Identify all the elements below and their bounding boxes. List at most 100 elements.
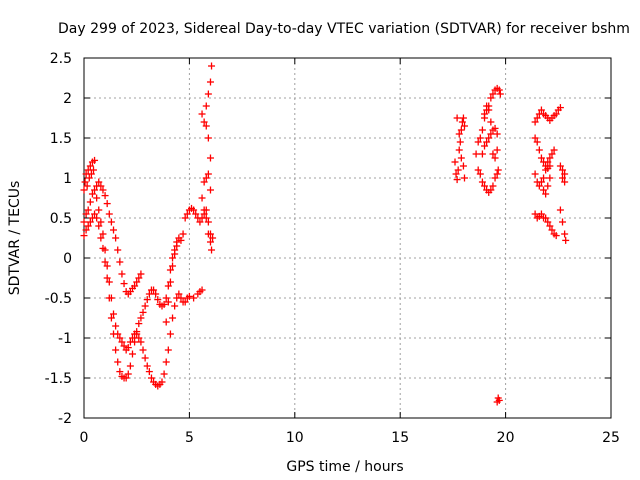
data-point [472,150,480,158]
y-axis-title: SDTVAR / TECUs [7,181,23,296]
data-point [116,334,124,342]
data-point [198,286,206,294]
data-point [82,226,90,234]
data-point [160,300,168,308]
data-point [198,194,206,202]
data-point [141,354,149,362]
data-point [93,194,101,202]
data-point [131,282,139,290]
data-point [476,134,484,142]
data-point [95,222,103,230]
data-point [200,178,208,186]
data-point [206,78,214,86]
data-point [160,370,168,378]
data-point [493,146,501,154]
data-point [491,154,499,162]
data-point [93,214,101,222]
data-point [206,154,214,162]
data-point [88,190,96,198]
data-point [179,230,187,238]
data-point [206,238,214,246]
data-point [91,156,99,164]
data-point [171,302,179,310]
data-point [208,246,216,254]
x-tick-labels: 0 5 10 15 20 25 [80,430,620,446]
data-point [493,130,501,138]
data-point [552,232,560,240]
data-point [97,182,105,190]
data-point [97,234,105,242]
data-point [487,130,495,138]
data-point [169,262,177,270]
data-point [124,344,132,352]
data-point [101,246,109,254]
data-point [460,174,468,182]
data-point [540,186,548,194]
data-point [556,206,564,214]
y-tick-label: 0.5 [50,211,72,227]
data-point [86,218,94,226]
data-point [487,186,495,194]
data-point [181,214,189,222]
data-point [169,254,177,262]
data-point [451,158,459,166]
x-tick-label: 5 [185,430,194,446]
data-point [107,294,115,302]
data-point [200,206,208,214]
data-point [544,218,552,226]
data-point [114,358,122,366]
data-point [204,230,212,238]
data-point [91,186,99,194]
data-point [485,134,493,142]
data-point [208,62,216,70]
data-point [478,178,486,186]
data-point [86,198,94,206]
data-points [80,62,570,406]
data-point [137,314,145,322]
y-tick-label: -2 [58,411,72,427]
x-tick-label: 15 [391,430,409,446]
data-point [158,378,166,386]
data-point [137,338,145,346]
data-point [164,282,172,290]
data-point [456,138,464,146]
data-point [101,192,109,200]
data-point [80,232,88,240]
data-point [145,290,153,298]
data-point [460,122,468,130]
data-point [112,346,120,354]
data-point [561,178,569,186]
data-point [476,170,484,178]
y-tick-label: -1 [58,331,72,347]
data-point [101,258,109,266]
data-point [89,166,97,174]
data-point [556,104,564,112]
data-point [537,154,545,162]
data-point [454,166,462,174]
data-point [556,162,564,170]
data-point [559,166,567,174]
x-axis-title: GPS time / hours [286,459,403,475]
data-point [531,118,539,126]
data-point [550,146,558,154]
data-point [459,114,467,122]
data-point [154,296,162,304]
x-tick-label: 25 [602,430,620,446]
data-point [540,158,548,166]
data-point [177,236,185,244]
data-point [478,150,486,158]
data-point [143,296,151,304]
data-point [474,138,482,146]
data-point [181,298,189,306]
data-point [152,290,160,298]
data-point [84,206,92,214]
data-point [145,368,153,376]
data-point [175,290,183,298]
data-point [202,122,210,130]
data-point [135,274,143,282]
data-point [481,182,489,190]
data-point [120,342,128,350]
data-point [139,308,147,316]
data-point [166,330,174,338]
data-point [133,330,141,338]
